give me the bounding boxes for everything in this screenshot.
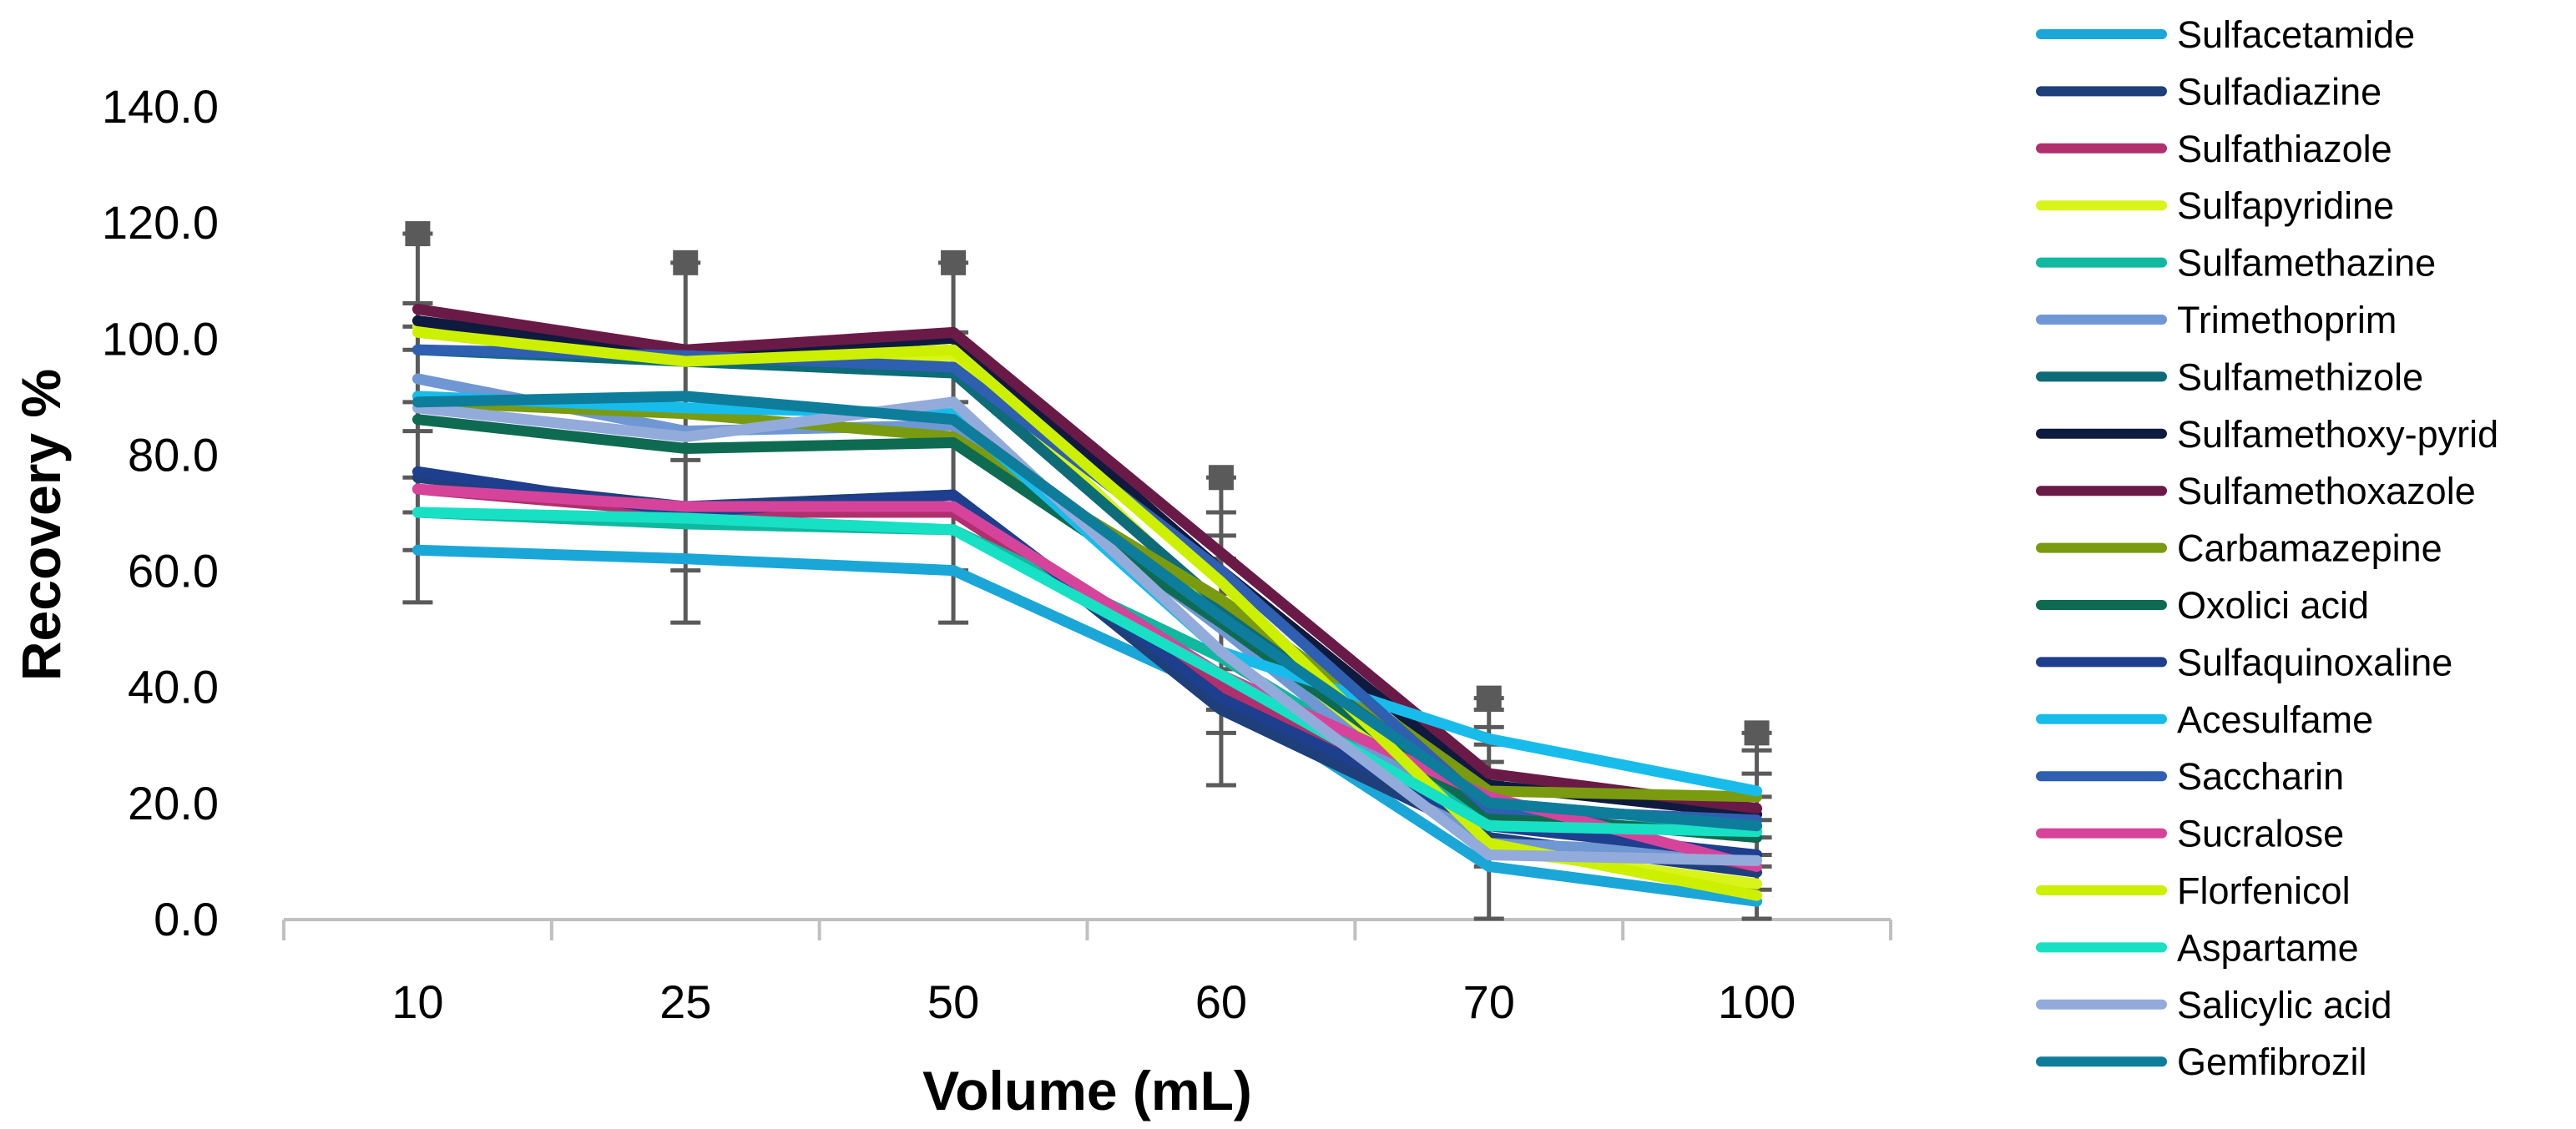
y-tick-label: 20.0 [128, 777, 219, 829]
x-tick-label: 60 [1195, 975, 1247, 1028]
legend-label: Sucralose [2177, 813, 2344, 855]
y-tick-label: 0.0 [154, 893, 219, 945]
x-tick-labels: 10 25 50 60 70 100 [391, 975, 1796, 1028]
legend-label: Sulfapyridine [2177, 184, 2394, 227]
error-marker [405, 221, 431, 247]
axes [282, 918, 1892, 940]
y-axis-title: Recovery % [10, 369, 72, 681]
y-tick-label: 40.0 [128, 661, 219, 713]
legend-label: Florfenicol [2177, 869, 2351, 912]
error-marker [1744, 720, 1770, 746]
error-marker [1476, 685, 1502, 711]
x-tick-label: 25 [659, 975, 711, 1028]
y-tick-label: 140.0 [102, 80, 219, 133]
legend-label: Sulfaquinoxaline [2177, 641, 2452, 683]
legend-label: Sulfamethoxazole [2177, 470, 2476, 512]
legend-label: Acesulfame [2177, 698, 2373, 741]
y-tick-labels: 0.0 20.0 40.0 60.0 80.0 100.0 120.0 140.0 [102, 80, 219, 945]
legend-label: Sulfamethizole [2177, 355, 2423, 398]
legend-label: Sulfathiazole [2177, 128, 2392, 170]
series-lines [412, 304, 1763, 907]
legend-label: Aspartame [2177, 926, 2359, 969]
x-tick-label: 70 [1463, 975, 1515, 1028]
series-line-aspartame [412, 507, 1763, 838]
series-line-sulfacetamide [412, 544, 1763, 907]
x-tick-label: 10 [391, 975, 443, 1028]
series-line-sulfamethoxazole [412, 304, 1763, 814]
legend-label: Sulfadiazine [2177, 70, 2382, 113]
legend-label: Sulfamethazine [2177, 242, 2436, 285]
legend-label: Sulfacetamide [2177, 13, 2415, 56]
y-tick-label: 80.0 [128, 428, 219, 481]
series-line-salicylic-acid [412, 396, 1763, 866]
error-marker [941, 249, 967, 275]
legend-label: Salicylic acid [2177, 984, 2392, 1026]
legend-label: Gemfibrozil [2177, 1041, 2367, 1083]
series-line-gemfibrozil [412, 391, 1763, 832]
y-tick-label: 120.0 [102, 196, 219, 249]
legend-label: Trimethoprim [2177, 299, 2397, 341]
legend-label: Saccharin [2177, 755, 2344, 798]
y-tick-label: 60.0 [128, 545, 219, 597]
x-axis-title: Volume (mL) [922, 1060, 1252, 1121]
legend: Sulfacetamide Sulfadiazine Sulfathiazole Su… [2036, 13, 2498, 1083]
legend-label: Carbamazepine [2177, 527, 2442, 570]
error-marker [673, 249, 699, 275]
legend-label: Oxolici acid [2177, 584, 2369, 627]
legend-label: Sulfamethoxy-pyrid [2177, 413, 2498, 456]
x-tick-label: 100 [1718, 975, 1796, 1028]
error-marker [1208, 465, 1234, 491]
y-tick-label: 100.0 [102, 312, 219, 365]
x-tick-label: 50 [927, 975, 979, 1028]
